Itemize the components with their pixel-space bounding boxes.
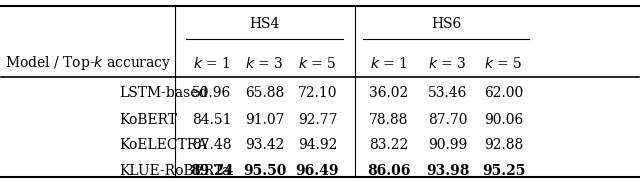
Text: 36.02: 36.02	[369, 86, 408, 100]
Text: 78.88: 78.88	[369, 113, 408, 127]
Text: 62.00: 62.00	[484, 86, 523, 100]
Text: 53.46: 53.46	[428, 86, 467, 100]
Text: $k$ = 1: $k$ = 1	[370, 56, 408, 71]
Text: 65.88: 65.88	[245, 86, 284, 100]
Text: 94.92: 94.92	[298, 138, 337, 152]
Text: 87.70: 87.70	[428, 113, 467, 127]
Text: 83.22: 83.22	[369, 138, 408, 152]
Text: LSTM-based: LSTM-based	[119, 86, 208, 100]
Text: 93.98: 93.98	[426, 164, 469, 178]
Text: 72.10: 72.10	[298, 86, 337, 100]
Text: $k$ = 1: $k$ = 1	[193, 56, 230, 71]
Text: 95.50: 95.50	[243, 164, 286, 178]
Text: $k$ = 3: $k$ = 3	[428, 56, 467, 71]
Text: 96.49: 96.49	[296, 164, 339, 178]
Text: 84.51: 84.51	[192, 113, 232, 127]
Text: HS6: HS6	[431, 17, 461, 31]
Text: 95.25: 95.25	[482, 164, 525, 178]
Text: $k$ = 3: $k$ = 3	[246, 56, 284, 71]
Text: KoBERT: KoBERT	[119, 113, 177, 127]
Text: 90.99: 90.99	[428, 138, 467, 152]
Text: 89.24: 89.24	[190, 164, 234, 178]
Text: HS4: HS4	[250, 17, 280, 31]
Text: 90.06: 90.06	[484, 113, 523, 127]
Text: 50.96: 50.96	[192, 86, 231, 100]
Text: 87.48: 87.48	[192, 138, 232, 152]
Text: Model / Top-$k$ accuracy: Model / Top-$k$ accuracy	[4, 54, 171, 72]
Text: $k$ = 5: $k$ = 5	[298, 56, 337, 71]
Text: KoELECTRA: KoELECTRA	[119, 138, 207, 152]
Text: 92.88: 92.88	[484, 138, 523, 152]
Text: KLUE-RoBERTa: KLUE-RoBERTa	[119, 164, 230, 178]
Text: 91.07: 91.07	[245, 113, 284, 127]
Text: 93.42: 93.42	[245, 138, 284, 152]
Text: 92.77: 92.77	[298, 113, 337, 127]
Text: 86.06: 86.06	[367, 164, 410, 178]
Text: $k$ = 5: $k$ = 5	[484, 56, 523, 71]
